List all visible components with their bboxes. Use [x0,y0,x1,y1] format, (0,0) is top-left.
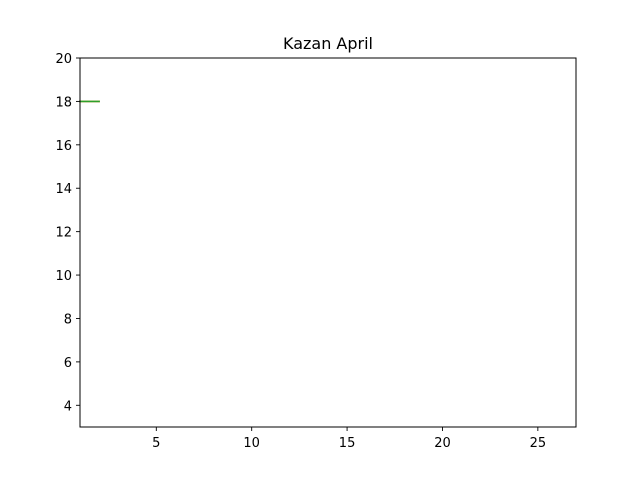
y-tick-label: 20 [55,52,72,67]
axes-frame [79,57,577,428]
x-tick-label: 20 [434,436,451,451]
y-tick-label: 16 [55,139,72,154]
x-tick-label: 15 [339,436,356,451]
y-tick-label: 6 [64,356,72,371]
y-tick-label: 18 [55,95,72,110]
y-tick-label: 12 [55,226,72,241]
chart-title: Kazan April [283,34,373,53]
y-tick-label: 14 [55,182,72,197]
x-tick-label: 10 [243,436,260,451]
x-tick-label: 5 [152,436,160,451]
plot-area: 5 10 15 20 25 4 6 8 10 12 14 16 18 20 [55,52,577,451]
y-axis-ticks: 4 6 8 10 12 14 16 18 20 [55,52,80,414]
y-tick-label: 4 [64,399,72,414]
y-tick-label: 8 [64,312,72,327]
x-axis-ticks: 5 10 15 20 25 [152,427,546,451]
y-tick-label: 10 [55,269,72,284]
x-tick-label: 25 [530,436,547,451]
